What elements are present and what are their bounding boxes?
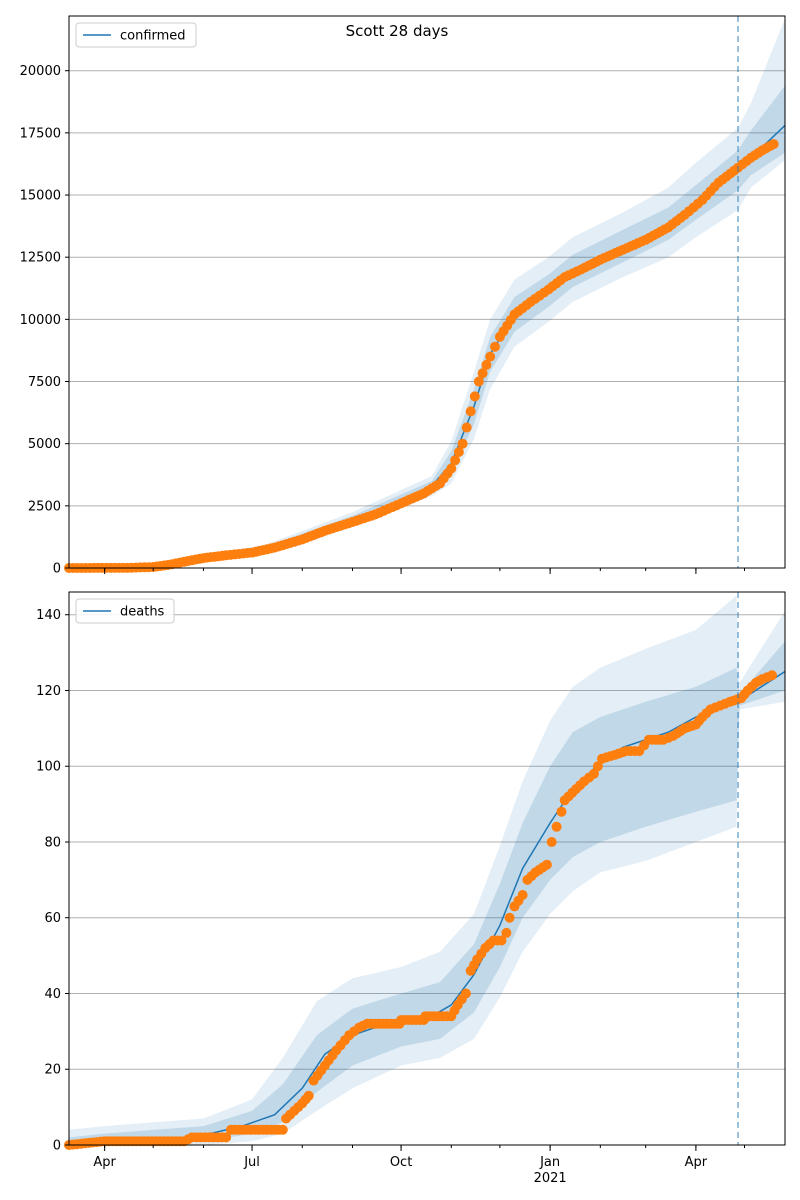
panel1-observed-point xyxy=(588,768,599,779)
panel1-observed-point xyxy=(546,837,557,847)
panel0-ytick-label: 2500 xyxy=(28,499,61,514)
panel1-observed-point xyxy=(496,935,507,946)
panel1-xtick-label: Jul xyxy=(243,1155,260,1170)
panel0-ytick-label: 10000 xyxy=(20,313,61,328)
panel0-observed-point xyxy=(768,139,779,150)
panel0-observed-point xyxy=(490,341,500,352)
panel0-ytick-label: 15000 xyxy=(20,189,61,204)
panel1-legend: deaths xyxy=(75,598,175,624)
panel1-observed-point xyxy=(277,1124,288,1135)
panel1-xtick-label: Jan xyxy=(539,1155,560,1170)
panel1-observed-point xyxy=(501,927,512,938)
panel1-observed-points xyxy=(64,670,777,1150)
panel0-ytick-label: 17500 xyxy=(20,126,61,141)
panel1-observed-point xyxy=(221,1132,232,1143)
panel0-legend-label: confirmed xyxy=(120,29,186,44)
panel0-ytick-label: 7500 xyxy=(28,375,61,390)
panel1-observed-point xyxy=(460,988,471,999)
panel0-observed-point xyxy=(473,376,484,387)
panel1-ytick-label: 120 xyxy=(36,684,61,699)
panel0-observed-point xyxy=(465,406,476,417)
panel1-observed-point xyxy=(541,859,552,870)
panel1-band-inner xyxy=(69,641,785,1145)
panel0-observed-point xyxy=(453,447,464,457)
panel1-xtick-label: Apr xyxy=(685,1155,708,1170)
panel1-ytick-label: 0 xyxy=(53,1139,61,1154)
panel1-observed-point xyxy=(556,806,567,817)
panel1-band-outer xyxy=(69,595,785,1145)
confirmed-panel: 0 2500 5000 7500 10000 12500 15000 17500 20000 co… xyxy=(20,15,786,577)
panel1-ytick-label: 100 xyxy=(36,760,61,775)
panel0-observed-point xyxy=(477,368,488,379)
deaths-panel: 0 20 40 60 80 100 120 140 Apr Jul Oct Jan Apr 2021 dea… xyxy=(36,591,786,1186)
panel0-ytick-label: 5000 xyxy=(28,437,61,452)
panel0-observed-point xyxy=(450,455,461,466)
panel0-legend: confirmed xyxy=(75,22,197,48)
panel1-xtick-label: Apr xyxy=(93,1155,116,1170)
panel1-observed-point xyxy=(303,1090,314,1101)
panel1-ytick-label: 140 xyxy=(36,608,61,623)
panel1-ytick-label: 40 xyxy=(44,987,61,1002)
panel0-observed-point xyxy=(469,391,480,402)
panel1-xtick-label: Oct xyxy=(390,1155,412,1170)
panel0-observed-point xyxy=(481,359,492,370)
figure-suptitle: Scott 28 days xyxy=(346,22,449,40)
panel1-observed-point xyxy=(517,890,528,900)
panel0-observed-points xyxy=(64,139,779,573)
panel1-ytick-label: 20 xyxy=(44,1063,61,1078)
panel0-ytick-label: 0 xyxy=(53,562,61,577)
panel1-xtick-year-label: 2021 xyxy=(534,1171,567,1186)
panel1-observed-point xyxy=(551,821,562,832)
panel0-ytick-label: 20000 xyxy=(20,64,61,79)
panel1-legend-label: deaths xyxy=(120,605,165,620)
panel0-observed-point xyxy=(461,422,472,433)
panel0-axes-frame xyxy=(68,15,786,569)
panel1-axes-frame xyxy=(68,591,786,1146)
panel0-observed-point xyxy=(446,463,457,474)
panel0-observed-point xyxy=(457,438,468,449)
panel1-observed-point xyxy=(592,761,603,772)
panel0-ytick-label: 12500 xyxy=(20,251,61,266)
panel0-legend-box xyxy=(75,22,197,48)
panel1-observed-point xyxy=(504,912,515,923)
panel1-ytick-label: 80 xyxy=(44,835,61,850)
panel1-observed-point xyxy=(767,670,777,681)
panel1-legend-box xyxy=(75,598,175,624)
panel0-observed-point xyxy=(485,351,496,362)
panel1-ytick-label: 60 xyxy=(44,911,61,926)
